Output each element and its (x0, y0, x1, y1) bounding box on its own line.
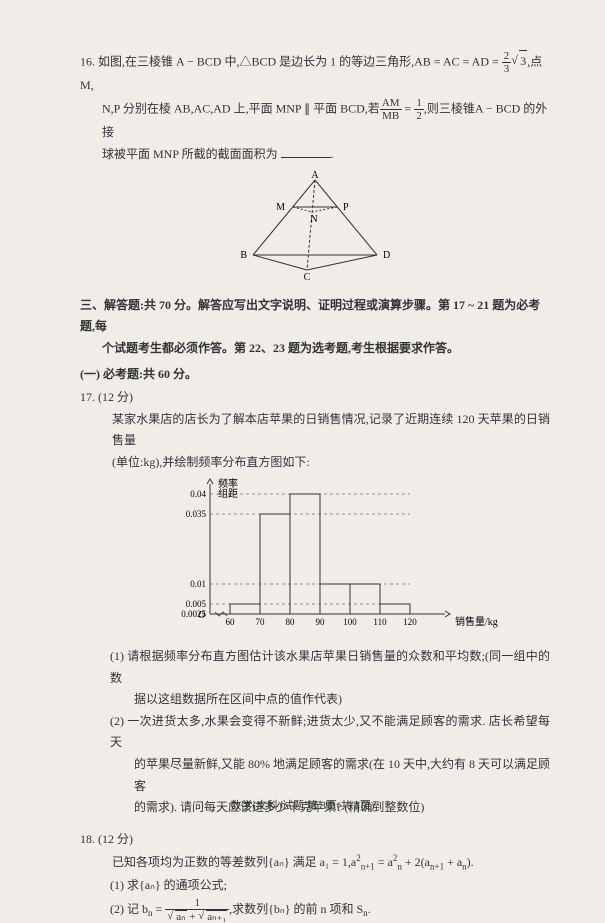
answer-blank[interactable] (281, 144, 331, 158)
q17-num: 17. (80, 390, 95, 404)
svg-text:D: D (383, 250, 390, 261)
svg-text:O: O (198, 610, 205, 621)
q18-para: 已知各项均为正数的等差数列{aₙ} 满足 a₁ = 1,a2n+1 = a2n … (80, 850, 550, 875)
histogram-chart: 频率组距0.00250.0050.010.0350.04O60708090100… (80, 479, 550, 637)
question-16: 16. 如图,在三棱锥 A − BCD 中,△BCD 是边长为 1 的等边三角形… (80, 50, 550, 165)
fraction: 1aₙ + aₙ₊₁ (165, 897, 229, 923)
svg-text:组距: 组距 (218, 487, 238, 500)
svg-text:70: 70 (256, 617, 266, 627)
svg-text:C: C (304, 272, 311, 283)
svg-text:110: 110 (373, 617, 387, 627)
svg-text:0.005: 0.005 (186, 599, 207, 609)
q16-line3: 球被平面 MNP 所截的截面面积为 . (80, 144, 550, 166)
fraction: AMMB (380, 97, 402, 122)
q16-line2: N,P 分别在棱 AB,AC,AD 上,平面 MNP ∥ 平面 BCD,若AMM… (80, 97, 550, 144)
svg-text:0.035: 0.035 (186, 509, 207, 519)
svg-text:80: 80 (286, 617, 296, 627)
q17-para: 某家水果店的店长为了解本店苹果的日销售情况,记录了近期连续 120 天苹果的日销… (80, 409, 550, 474)
question-18: 18. (12 分) 已知各项均为正数的等差数列{aₙ} 满足 a₁ = 1,a… (80, 829, 550, 923)
histogram-svg: 频率组距0.00250.0050.010.0350.04O60708090100… (155, 479, 475, 629)
q18-num: 18. (80, 832, 95, 846)
svg-text:M: M (276, 202, 285, 213)
question-17: 17. (12 分) 某家水果店的店长为了解本店苹果的日销售情况,记录了近期连续… (80, 387, 550, 819)
q18-sub2: (2) 记 bn = 1aₙ + aₙ₊₁,求数列{bₙ} 的前 n 项和 Sn… (80, 897, 550, 923)
svg-text:90: 90 (316, 617, 326, 627)
tetrahedron-figure: A M N P B C D (80, 175, 550, 283)
svg-text:60: 60 (226, 617, 236, 627)
svg-text:销售量/kg: 销售量/kg (455, 615, 498, 628)
q16-text: 如图,在三棱锥 A − BCD 中,△BCD 是边长为 1 的等边三角形,AB … (98, 54, 502, 68)
svg-text:A: A (311, 170, 319, 181)
section-3-header: 三、解答题:共 70 分。解答应写出文字说明、证明过程或演算步骤。第 17 ~ … (80, 295, 550, 360)
svg-text:0.04: 0.04 (190, 489, 206, 499)
sqrt: 3 (511, 50, 527, 73)
page-footer: 数学(文科)试题 第 3页(共 4页) (0, 797, 605, 817)
tetrahedron-svg: A M N P B C D (235, 175, 395, 275)
fraction: 12 (414, 97, 424, 122)
q16-num: 16. (80, 54, 95, 68)
svg-text:N: N (310, 214, 317, 225)
q18-sub1: (1) 求{aₙ} 的通项公式; (80, 875, 550, 897)
q17-sub1: (1) 请根据频率分布直方图估计该水果店苹果日销售量的众数和平均数;(同一组中的… (80, 646, 550, 711)
q18-pts: (12 分) (98, 832, 133, 846)
q17-pts: (12 分) (98, 390, 133, 404)
svg-text:120: 120 (403, 617, 417, 627)
svg-text:100: 100 (343, 617, 357, 627)
fraction: 2 3 (502, 50, 512, 75)
subsection-1: (一) 必考题:共 60 分。 (80, 364, 550, 386)
svg-text:P: P (343, 202, 349, 213)
svg-text:B: B (240, 250, 247, 261)
svg-text:0.01: 0.01 (190, 579, 206, 589)
